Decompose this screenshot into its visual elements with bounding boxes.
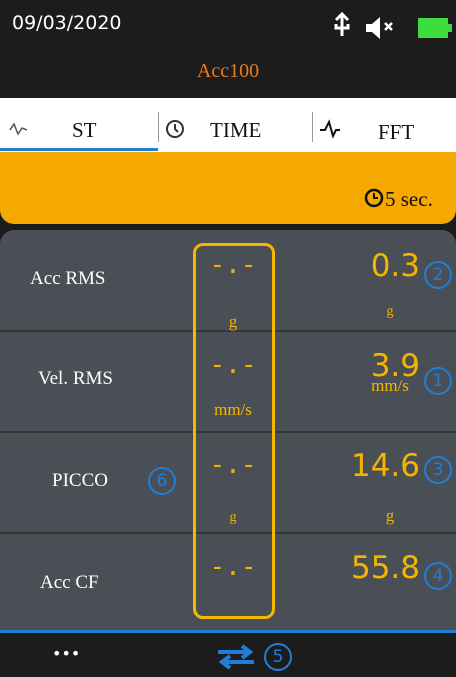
- row-divider: [0, 330, 456, 332]
- right-value: 14.6: [350, 448, 420, 484]
- left-value: -.-: [209, 250, 257, 280]
- swap-icon[interactable]: [214, 644, 258, 670]
- left-value: -.-: [209, 350, 257, 380]
- left-unit: g: [229, 510, 237, 525]
- left-value: -.-: [209, 552, 257, 582]
- row-label: Vel. RMS: [38, 368, 113, 389]
- right-value: 3.9: [370, 348, 420, 384]
- callout: 1: [424, 367, 452, 395]
- tab-separator: [158, 112, 159, 142]
- tab-separator: [312, 112, 313, 142]
- tab[interactable]: TIME: [210, 118, 262, 142]
- banner: [0, 152, 456, 224]
- right-unit: g: [385, 506, 395, 525]
- footer-line: [0, 630, 456, 633]
- status-icons: [334, 11, 452, 39]
- callout: 3: [424, 456, 452, 484]
- left-unit: g: [228, 312, 238, 331]
- callout: 6: [148, 467, 176, 495]
- clock-icon: [364, 188, 384, 208]
- date: 09/03/2020: [12, 12, 122, 34]
- tab[interactable]: FFT: [378, 120, 415, 144]
- callout: 5: [264, 643, 292, 671]
- tab[interactable]: ST: [72, 118, 97, 142]
- timer: 5 sec.: [385, 187, 433, 211]
- panel: [0, 230, 456, 630]
- tab-bar: [0, 98, 456, 152]
- left-value: -.-: [209, 450, 257, 480]
- fft-icon: [320, 119, 340, 139]
- tab-icons: [9, 120, 184, 138]
- row-label: Acc CF: [40, 572, 99, 593]
- right-value: 55.8: [350, 550, 420, 586]
- right-unit: g: [386, 304, 394, 319]
- device-title: Acc100: [196, 60, 260, 82]
- row-label: Acc RMS: [30, 268, 106, 289]
- callout: 2: [424, 261, 452, 289]
- row-label: PICCO: [52, 470, 108, 491]
- row-divider: [0, 532, 456, 534]
- left-unit: mm/s: [214, 400, 252, 419]
- compare-frame: [193, 243, 275, 619]
- menu-button[interactable]: •••: [52, 644, 81, 663]
- right-unit: mm/s: [371, 376, 409, 395]
- tab-indicator: [0, 148, 158, 151]
- row-divider: [0, 431, 456, 433]
- callout: 4: [424, 562, 452, 590]
- right-value: 0.3: [370, 248, 420, 284]
